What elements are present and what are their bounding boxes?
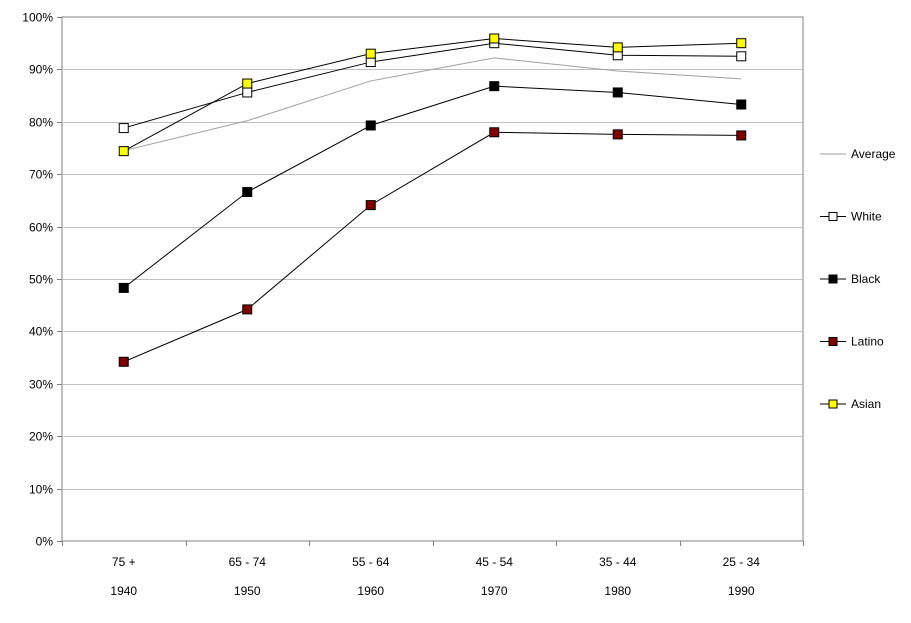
x-tick-label-year: 1990 <box>728 584 755 598</box>
legend-item-latino: Latino <box>820 335 884 349</box>
data-point <box>365 200 376 211</box>
series-asian <box>118 33 747 157</box>
x-axis-ticks: 75 + 1940 65 - 74 1950 55 - 64 1960 45 - 54 197… <box>62 541 804 598</box>
data-point <box>242 87 253 98</box>
data-point <box>118 146 129 157</box>
data-point <box>365 57 376 68</box>
legend-item-asian: Asian <box>820 397 881 411</box>
data-point <box>489 81 500 92</box>
x-tick-label-year: 1960 <box>357 584 384 598</box>
y-tick-label: 80% <box>29 116 53 130</box>
legend-item-black: Black <box>820 272 881 286</box>
legend-swatch-marker <box>828 212 838 221</box>
x-tick-label-age: 65 - 74 <box>229 555 267 569</box>
y-tick-label: 90% <box>29 63 53 77</box>
data-point <box>612 129 623 140</box>
legend-swatch-marker <box>828 337 838 346</box>
x-tick-label-age: 75 + <box>112 555 136 569</box>
series-line <box>123 85 742 289</box>
y-tick-label: 30% <box>29 378 53 392</box>
legend-swatch-marker <box>828 274 838 284</box>
y-tick-label: 20% <box>29 430 53 444</box>
data-point <box>736 38 747 49</box>
y-tick-label: 40% <box>29 325 53 339</box>
data-point <box>736 99 747 110</box>
series-line <box>123 42 742 129</box>
legend-label: Latino <box>851 335 884 349</box>
y-tick-label: 10% <box>29 483 53 497</box>
data-point <box>489 127 500 138</box>
legend-swatch-marker <box>828 399 838 409</box>
data-point <box>118 282 129 293</box>
legend-label: White <box>851 210 882 224</box>
legend-label: Average <box>851 147 896 161</box>
series-black <box>118 81 747 293</box>
y-tick-label: 60% <box>29 221 53 235</box>
series-line <box>123 37 742 152</box>
series-average <box>123 57 742 152</box>
y-tick-label: 100% <box>22 11 53 25</box>
y-tick-label: 50% <box>29 273 53 287</box>
data-point <box>612 42 623 53</box>
x-tick-label-year: 1940 <box>110 584 137 598</box>
legend-label: Asian <box>851 397 881 411</box>
data-point <box>736 51 747 62</box>
data-point <box>118 356 129 367</box>
x-tick-label-year: 1970 <box>481 584 508 598</box>
series-group <box>118 33 747 367</box>
data-point <box>736 130 747 141</box>
legend-label: Black <box>851 272 881 286</box>
y-axis-ticks: 0% 10% 20% 30% 40% 50% 60% 70% 80% 90% 100% <box>22 11 62 549</box>
x-tick-label-age: 55 - 64 <box>352 555 390 569</box>
y-tick-label: 0% <box>36 535 54 549</box>
data-point <box>242 304 253 315</box>
series-line <box>123 57 742 152</box>
data-point <box>242 187 253 198</box>
series-line <box>123 131 742 363</box>
data-point <box>242 78 253 89</box>
data-point <box>365 48 376 59</box>
x-tick-label-age: 35 - 44 <box>599 555 637 569</box>
data-point <box>612 87 623 98</box>
x-tick-label-age: 25 - 34 <box>723 555 761 569</box>
x-tick-label-year: 1980 <box>604 584 631 598</box>
data-point <box>365 120 376 131</box>
plot-area: 0% 10% 20% 30% 40% 50% 60% 70% 80% 90% 100% 75 + 19… <box>22 11 804 598</box>
y-tick-label: 70% <box>29 168 53 182</box>
x-tick-label-age: 45 - 54 <box>476 555 514 569</box>
data-point <box>118 123 129 134</box>
x-tick-label-year: 1950 <box>234 584 261 598</box>
legend-item-average: Average <box>820 147 896 161</box>
data-point <box>489 33 500 44</box>
legend: Average White Black Latino Asian <box>820 147 896 411</box>
series-latino <box>118 127 747 367</box>
legend-item-white: White <box>820 210 882 224</box>
